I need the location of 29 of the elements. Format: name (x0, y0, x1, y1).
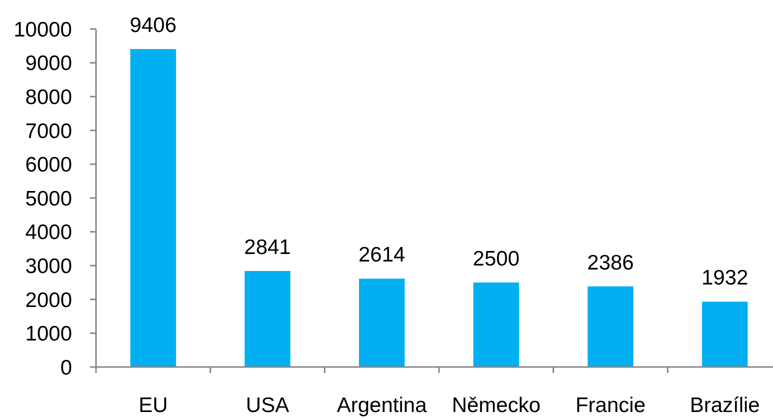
data-label: 9406 (130, 14, 177, 38)
x-tick-label: EU (138, 394, 168, 417)
y-tick-label: 5000 (25, 187, 72, 210)
data-label: 2386 (587, 251, 634, 274)
y-tick-label: 9000 (25, 52, 72, 76)
y-tick-label: 6000 (25, 154, 72, 177)
y-tick-label: 4000 (25, 221, 72, 244)
x-tick-label: Argentina (336, 394, 428, 417)
y-tick-label: 0 (60, 356, 72, 380)
data-label: 1932 (701, 266, 748, 290)
x-tick-label: Německo (452, 394, 541, 417)
data-label: 2841 (244, 236, 291, 259)
bar (473, 282, 520, 367)
data-label: 2500 (472, 248, 520, 270)
y-tick-label: 3000 (25, 254, 72, 278)
x-tick-label: USA (246, 394, 290, 417)
bar (588, 286, 634, 367)
y-tick-label: 10000 (14, 18, 72, 42)
y-tick-label: 1000 (25, 322, 72, 346)
y-tick-label: 7000 (25, 120, 72, 143)
y-tick-label: 8000 (25, 86, 72, 109)
x-tick-label: Francie (575, 394, 646, 417)
bar (244, 270, 290, 367)
bar (130, 49, 176, 367)
y-tick-label: 2000 (25, 288, 72, 312)
data-label: 2614 (358, 244, 406, 267)
bar (358, 278, 405, 367)
bar (702, 302, 748, 367)
x-tick-label: Brazílie (690, 394, 760, 417)
